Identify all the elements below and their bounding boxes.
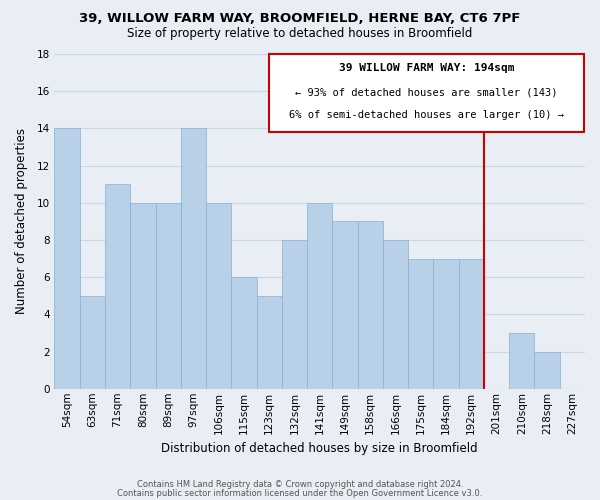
- Bar: [257, 296, 282, 389]
- Bar: [80, 296, 105, 389]
- Bar: [231, 277, 257, 389]
- Bar: [130, 203, 155, 389]
- Bar: [458, 258, 484, 389]
- Text: Size of property relative to detached houses in Broomfield: Size of property relative to detached ho…: [127, 28, 473, 40]
- Bar: [332, 222, 358, 389]
- Bar: [383, 240, 408, 389]
- Bar: [408, 258, 433, 389]
- Bar: [105, 184, 130, 389]
- X-axis label: Distribution of detached houses by size in Broomfield: Distribution of detached houses by size …: [161, 442, 478, 455]
- Bar: [155, 203, 181, 389]
- Bar: [433, 258, 458, 389]
- Text: 6% of semi-detached houses are larger (10) →: 6% of semi-detached houses are larger (1…: [289, 110, 564, 120]
- Text: Contains HM Land Registry data © Crown copyright and database right 2024.: Contains HM Land Registry data © Crown c…: [137, 480, 463, 489]
- Bar: [55, 128, 80, 389]
- Bar: [181, 128, 206, 389]
- Text: 39, WILLOW FARM WAY, BROOMFIELD, HERNE BAY, CT6 7PF: 39, WILLOW FARM WAY, BROOMFIELD, HERNE B…: [79, 12, 521, 26]
- Y-axis label: Number of detached properties: Number of detached properties: [15, 128, 28, 314]
- Bar: [307, 203, 332, 389]
- Bar: [509, 333, 535, 389]
- Bar: [358, 222, 383, 389]
- Bar: [206, 203, 231, 389]
- Text: 39 WILLOW FARM WAY: 194sqm: 39 WILLOW FARM WAY: 194sqm: [339, 64, 514, 74]
- Bar: [535, 352, 560, 389]
- Bar: [269, 54, 584, 132]
- Bar: [282, 240, 307, 389]
- Text: Contains public sector information licensed under the Open Government Licence v3: Contains public sector information licen…: [118, 489, 482, 498]
- Text: ← 93% of detached houses are smaller (143): ← 93% of detached houses are smaller (14…: [295, 88, 558, 98]
